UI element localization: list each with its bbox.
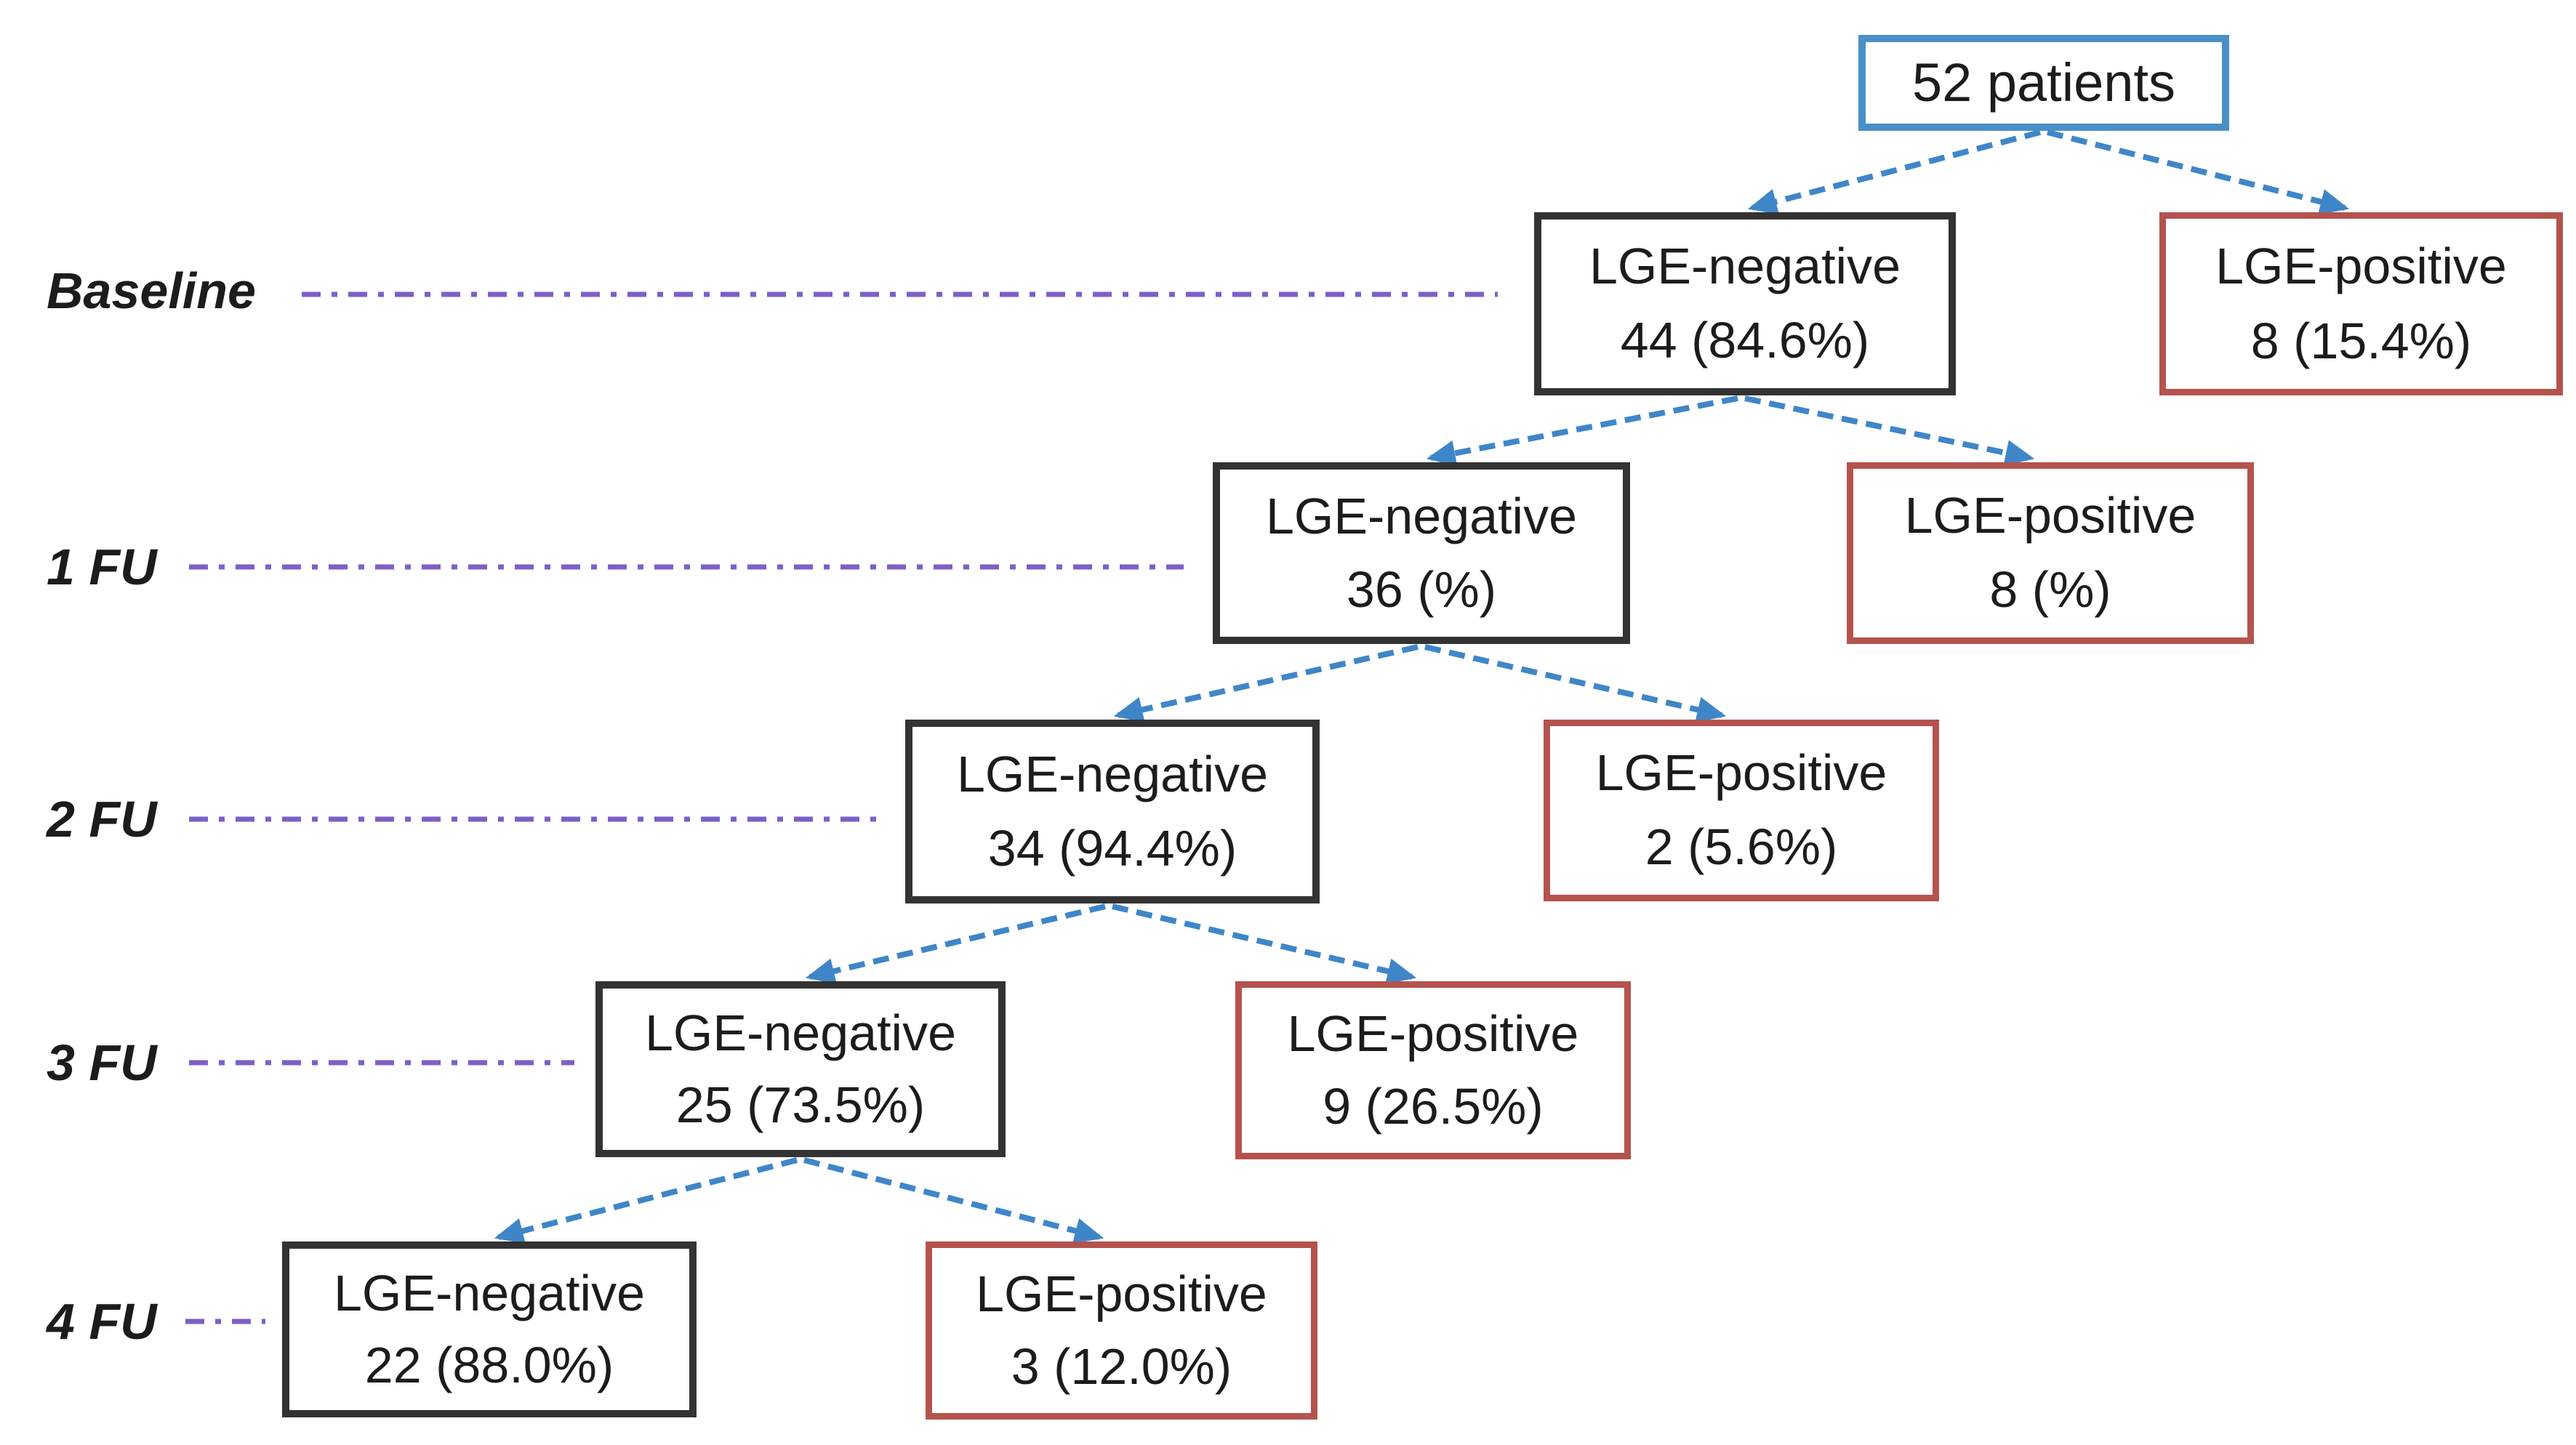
node-title: LGE-negative bbox=[1589, 238, 1901, 295]
node-4fu-lge-positive: LGE-positive 3 (12.0%) bbox=[926, 1241, 1317, 1420]
node-title: LGE-positive bbox=[1904, 487, 2196, 544]
row-label-3fu: 3 FU bbox=[47, 1034, 157, 1091]
node-value: 3 (12.0%) bbox=[1011, 1337, 1232, 1395]
arrow-3fu-to-4fu-positive bbox=[803, 1157, 1104, 1244]
node-value: 2 (5.6%) bbox=[1645, 818, 1838, 876]
node-title: LGE-positive bbox=[2215, 238, 2507, 294]
arrow-root-to-baseline-positive bbox=[2047, 129, 2350, 215]
node-value: 9 (26.5%) bbox=[1323, 1077, 1544, 1135]
node-value: 22 (88.0%) bbox=[364, 1336, 614, 1393]
arrow-1fu-to-2fu-negative bbox=[1113, 644, 1419, 723]
arrow-baseline-to-1fu-positive bbox=[1744, 395, 2035, 466]
arrow-2fu-to-3fu-negative bbox=[805, 903, 1106, 984]
node-2fu-lge-negative: LGE-negative 34 (94.4%) bbox=[905, 720, 1320, 903]
node-value: 44 (84.6%) bbox=[1620, 312, 1870, 369]
node-title: LGE-positive bbox=[976, 1265, 1267, 1322]
node-value: 36 (%) bbox=[1346, 560, 1497, 618]
arrow-3fu-to-4fu-negative bbox=[494, 1157, 798, 1244]
node-total-patients: 52 patients bbox=[1858, 35, 2229, 131]
row-label-4fu: 4 FU bbox=[47, 1293, 157, 1350]
node-3fu-lge-positive: LGE-positive 9 (26.5%) bbox=[1235, 981, 1631, 1159]
node-value: 8 (15.4%) bbox=[2250, 312, 2472, 369]
node-title: LGE-negative bbox=[333, 1265, 646, 1321]
node-title: LGE-positive bbox=[1287, 1005, 1579, 1062]
node-2fu-lge-positive: LGE-positive 2 (5.6%) bbox=[1544, 720, 1939, 901]
row-label-1fu: 1 FU bbox=[47, 539, 157, 595]
node-1fu-lge-negative: LGE-negative 36 (%) bbox=[1213, 462, 1630, 644]
arrow-1fu-to-2fu-positive bbox=[1424, 644, 1727, 722]
node-3fu-lge-negative: LGE-negative 25 (73.5%) bbox=[595, 981, 1006, 1157]
node-title: LGE-negative bbox=[1265, 487, 1578, 544]
node-baseline-lge-negative: LGE-negative 44 (84.6%) bbox=[1534, 212, 1956, 395]
node-baseline-lge-positive: LGE-positive 8 (15.4%) bbox=[2159, 212, 2563, 395]
node-title: LGE-negative bbox=[644, 1005, 957, 1061]
node-title: LGE-negative bbox=[956, 745, 1269, 802]
row-label-2fu: 2 FU bbox=[47, 791, 157, 848]
row-label-baseline: Baseline bbox=[47, 262, 256, 319]
node-4fu-lge-negative: LGE-negative 22 (88.0%) bbox=[282, 1241, 697, 1417]
arrow-2fu-to-3fu-positive bbox=[1112, 903, 1417, 984]
arrow-root-to-baseline-negative bbox=[1747, 129, 2042, 214]
arrow-baseline-to-1fu-negative bbox=[1426, 395, 1738, 467]
node-total-patients-label: 52 patients bbox=[1911, 52, 2176, 113]
node-title: LGE-positive bbox=[1595, 744, 1887, 802]
node-value: 34 (94.4%) bbox=[987, 819, 1237, 877]
node-value: 25 (73.5%) bbox=[675, 1076, 926, 1133]
node-value: 8 (%) bbox=[1989, 561, 2111, 619]
node-1fu-lge-positive: LGE-positive 8 (%) bbox=[1847, 462, 2254, 644]
